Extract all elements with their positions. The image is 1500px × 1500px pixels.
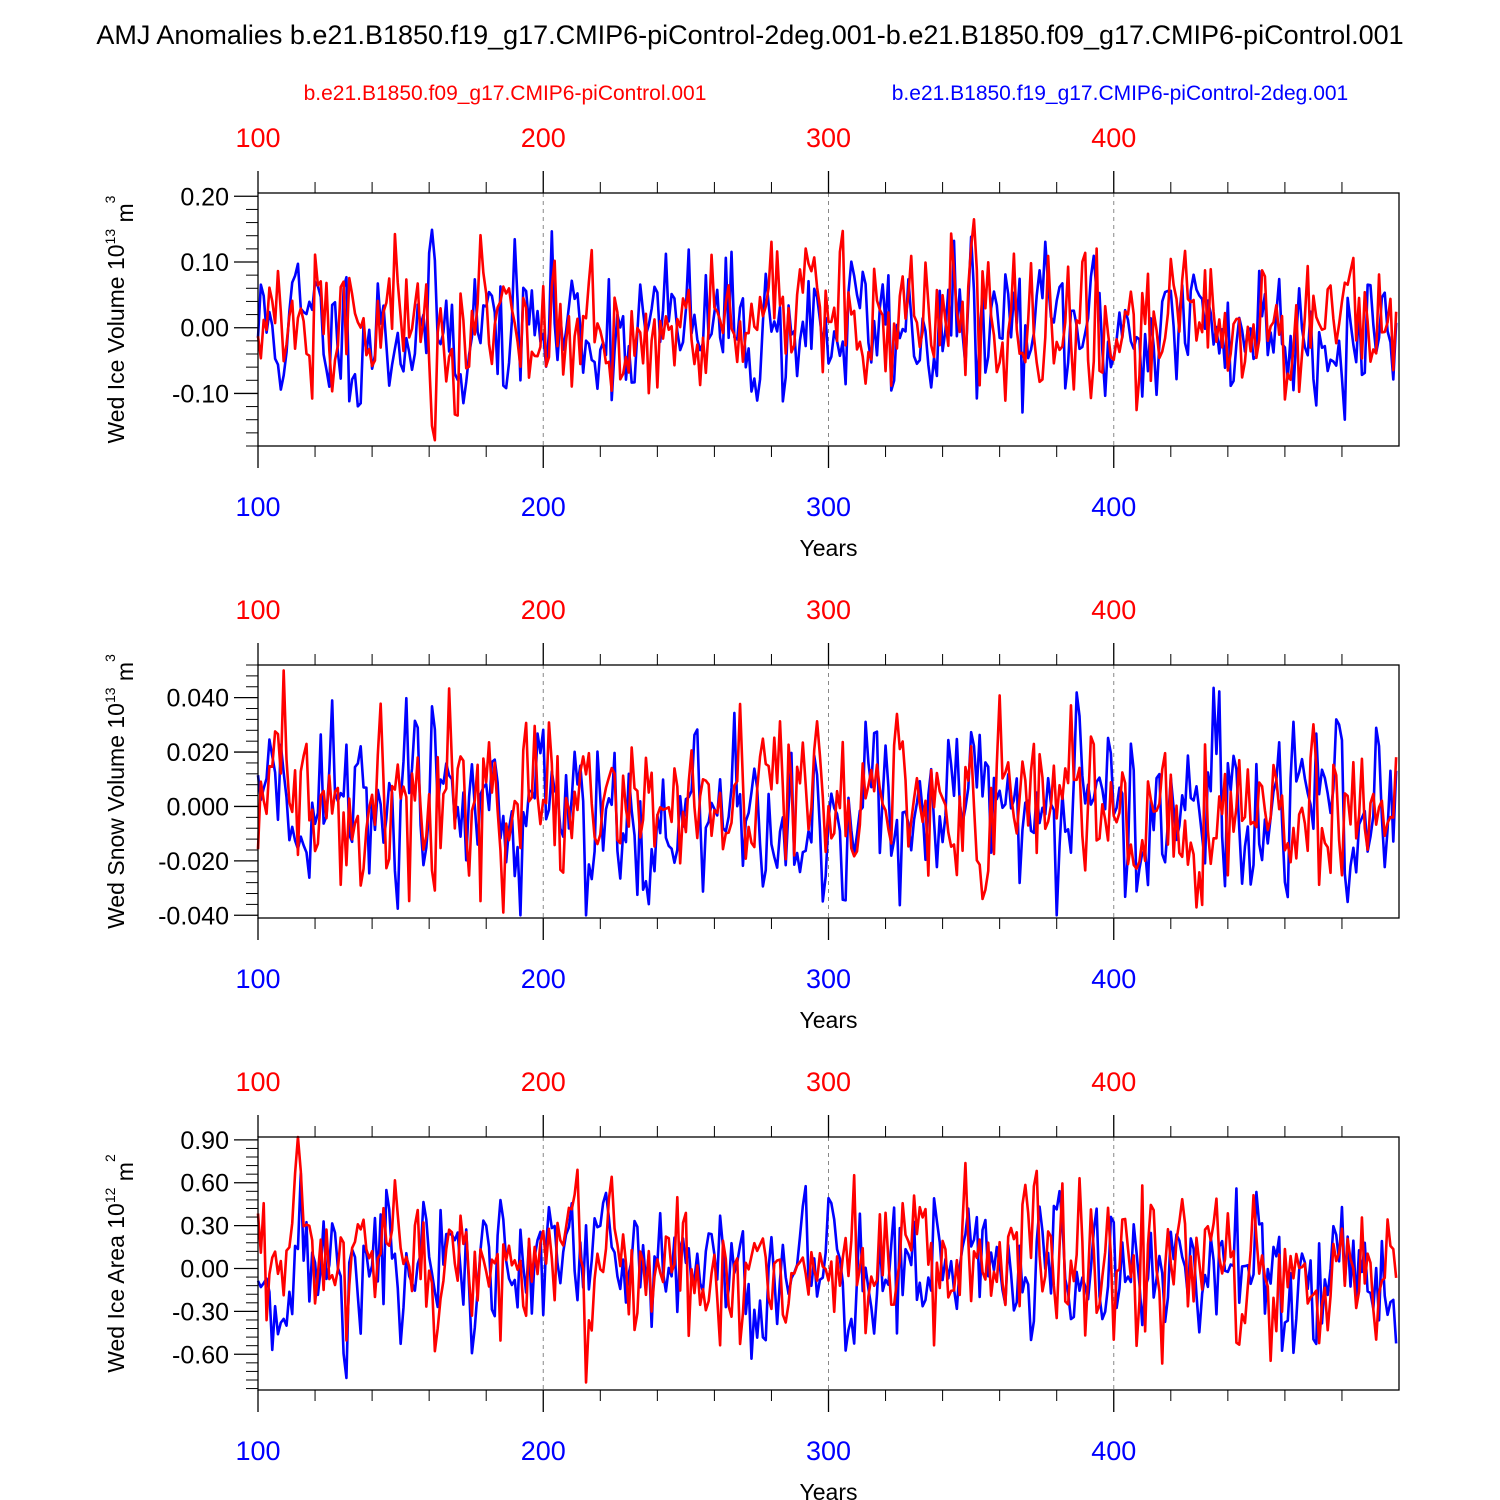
chart-panel-3: -0.60 -0.30 0.00 0.30 0.60 0.90 100 100 200 200 30… — [102, 1067, 1400, 1500]
y-axis-title-part: 3 — [102, 654, 118, 662]
legend-blue-run: b.e21.B1850.f19_g17.CMIP6-piControl-2deg… — [892, 82, 1348, 105]
x-axis-title: Years — [800, 535, 858, 561]
y-tick-label: 0.00 — [180, 315, 229, 343]
bottom-x-tick-label: 300 — [806, 964, 851, 994]
bottom-x-tick-label: 400 — [1091, 1436, 1136, 1466]
y-axis-title-part: Wed Snow Volume 10 — [103, 703, 129, 929]
chart-panel-2: -0.040 -0.020 0.000 0.020 0.040 100 100 200 200 3… — [102, 595, 1400, 1033]
bottom-x-tick-label: 400 — [1091, 964, 1136, 994]
top-x-tick-label: 400 — [1091, 123, 1136, 153]
y-tick-label: 0.90 — [180, 1127, 229, 1155]
y-tick-label: -0.10 — [172, 380, 229, 408]
y-axis-title: Wed Ice Volume 1013 m3 — [102, 195, 138, 443]
top-x-tick-label: 100 — [235, 595, 280, 625]
y-axis-title-part: m — [112, 662, 138, 688]
chart-panel-1: -0.10 0.00 0.10 0.20 100 100 200 200 300 300 400 40… — [102, 123, 1400, 561]
y-tick-label: 0.20 — [180, 183, 229, 211]
y-tick-label: 0.040 — [166, 685, 229, 713]
y-tick-label: 0.020 — [166, 739, 229, 767]
y-axis-title-part: 13 — [102, 229, 118, 245]
y-axis-title: Wed Ice Area 1012 m2 — [102, 1154, 138, 1373]
series-line-red — [256, 217, 1398, 442]
y-tick-label: 0.30 — [180, 1213, 229, 1241]
series-line-red — [256, 669, 1398, 914]
top-x-tick-label: 400 — [1091, 595, 1136, 625]
y-axis-title-part: Wed Ice Volume 10 — [103, 244, 129, 443]
top-x-tick-label: 300 — [806, 595, 851, 625]
y-axis-title-part: 13 — [102, 687, 118, 703]
y-tick-label: -0.020 — [158, 848, 229, 876]
top-x-tick-label: 300 — [806, 123, 851, 153]
y-tick-label: 0.00 — [180, 1256, 229, 1284]
bottom-x-tick-label: 100 — [235, 1436, 280, 1466]
y-axis-title-part: m — [112, 1162, 138, 1188]
bottom-x-tick-label: 300 — [806, 492, 851, 522]
y-tick-label: -0.30 — [172, 1298, 229, 1326]
y-axis-title-part: 3 — [102, 195, 118, 203]
bottom-x-tick-label: 400 — [1091, 492, 1136, 522]
panels: -0.10 0.00 0.10 0.20 100 100 200 200 300 300 400 40… — [102, 123, 1400, 1500]
top-x-tick-label: 300 — [806, 1067, 851, 1097]
x-axis-title: Years — [800, 1479, 858, 1500]
bottom-x-tick-label: 200 — [521, 492, 566, 522]
bottom-x-tick-label: 100 — [235, 964, 280, 994]
bottom-x-tick-label: 300 — [806, 1436, 851, 1466]
y-tick-label: 0.000 — [166, 793, 229, 821]
figure-title: AMJ Anomalies b.e21.B1850.f19_g17.CMIP6-… — [96, 20, 1403, 50]
top-x-tick-label: 100 — [235, 123, 280, 153]
x-axis-title: Years — [800, 1007, 858, 1033]
bottom-x-tick-label: 200 — [521, 1436, 566, 1466]
top-x-tick-label: 400 — [1091, 1067, 1136, 1097]
y-axis-title-part: 2 — [102, 1154, 118, 1162]
top-x-tick-label: 200 — [521, 595, 566, 625]
y-tick-label: -0.040 — [158, 902, 229, 930]
y-axis-title-part: 12 — [102, 1187, 118, 1203]
y-tick-label: 0.60 — [180, 1170, 229, 1198]
y-axis-title-part: Wed Ice Area 10 — [103, 1203, 129, 1373]
top-x-tick-label: 200 — [521, 123, 566, 153]
legend-red-run: b.e21.B1850.f09_g17.CMIP6-piControl.001 — [304, 82, 707, 105]
series-line-red — [256, 1135, 1398, 1384]
y-tick-label: 0.10 — [180, 249, 229, 277]
y-tick-label: -0.60 — [172, 1341, 229, 1369]
y-axis-title: Wed Snow Volume 1013 m3 — [102, 654, 138, 929]
top-x-tick-label: 200 — [521, 1067, 566, 1097]
bottom-x-tick-label: 100 — [235, 492, 280, 522]
bottom-x-tick-label: 200 — [521, 964, 566, 994]
top-x-tick-label: 100 — [235, 1067, 280, 1097]
y-axis-title-part: m — [112, 203, 138, 229]
